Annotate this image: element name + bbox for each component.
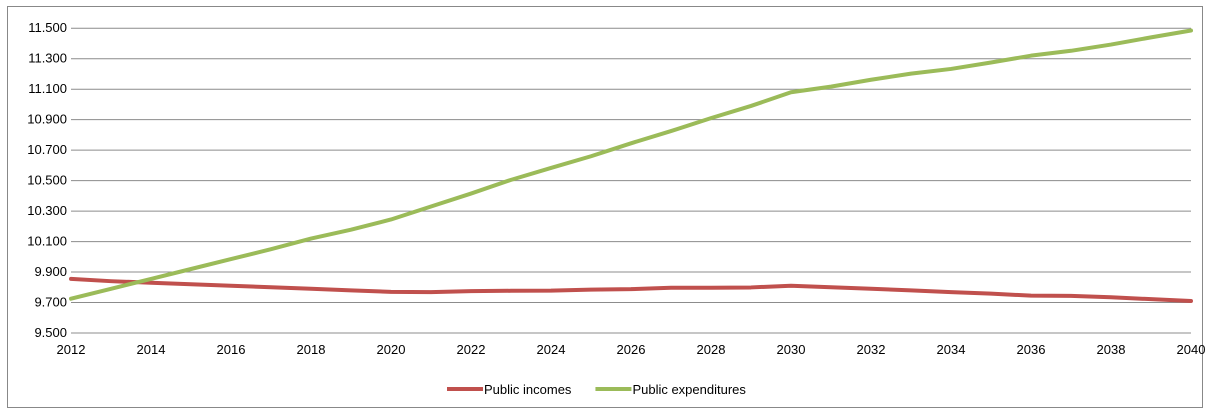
legend-label: Public expenditures: [632, 382, 746, 397]
y-tick-label: 11.100: [28, 81, 67, 96]
legend-label: Public incomes: [484, 382, 572, 397]
x-tick-label: 2020: [377, 342, 406, 357]
x-tick-label: 2040: [1177, 342, 1206, 357]
x-tick-label: 2024: [537, 342, 566, 357]
y-tick-label: 9.900: [34, 264, 67, 279]
y-tick-label: 10.300: [27, 203, 67, 218]
x-axis-ticks: 2012 2014 2016 2018 2020 2022 2024 2026 2028 2030…: [57, 342, 1206, 357]
series-line-0: [69, 276, 1193, 303]
y-tick-label: 10.900: [27, 112, 67, 127]
y-tick-label: 11.500: [28, 20, 67, 35]
x-tick-label: 2018: [297, 342, 326, 357]
x-tick-label: 2012: [57, 342, 86, 357]
legend: Public incomes Public expenditures: [447, 382, 746, 397]
x-tick-label: 2032: [857, 342, 886, 357]
series-lines: [69, 28, 1193, 303]
x-tick-label: 2030: [777, 342, 806, 357]
x-tick-label: 2016: [217, 342, 246, 357]
y-tick-label: 11.300: [28, 51, 67, 66]
y-tick-label: 10.700: [27, 142, 67, 157]
y-tick-label: 9.500: [34, 325, 67, 340]
y-tick-label: 9.700: [34, 295, 67, 310]
x-tick-label: 2014: [137, 342, 166, 357]
x-tick-label: 2038: [1097, 342, 1126, 357]
chart-frame: [7, 6, 1203, 408]
x-tick-label: 2026: [617, 342, 646, 357]
y-axis-ticks: 9.500 9.700 9.900 10.100 10.300 10.500 10.700 1…: [27, 20, 67, 340]
x-tick-label: 2036: [1017, 342, 1046, 357]
x-tick-label: 2034: [937, 342, 966, 357]
y-tick-label: 10.500: [27, 173, 67, 188]
x-tick-label: 2022: [457, 342, 486, 357]
series-line-1: [69, 28, 1193, 301]
x-tick-label: 2028: [697, 342, 726, 357]
y-tick-label: 10.100: [27, 234, 67, 249]
